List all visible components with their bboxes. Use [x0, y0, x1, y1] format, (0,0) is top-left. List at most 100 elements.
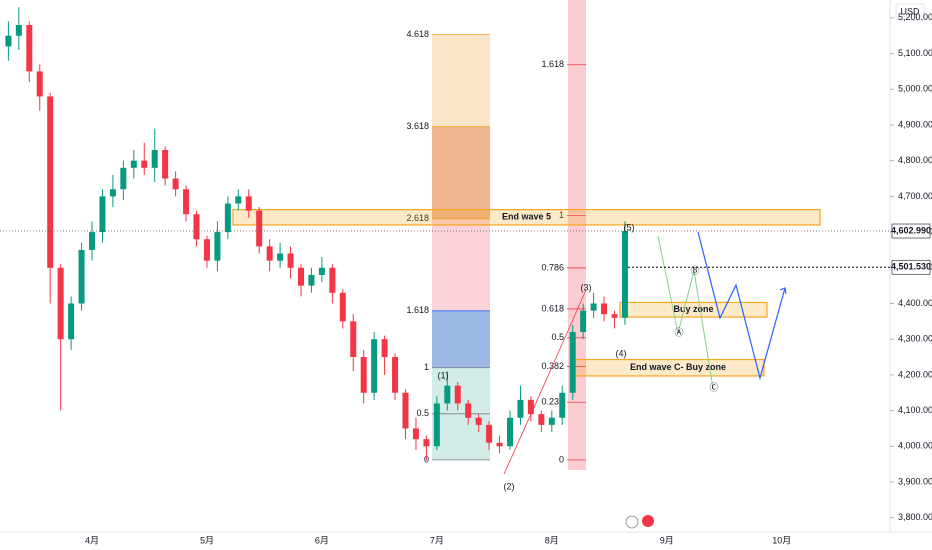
fib-band — [432, 367, 490, 414]
candle-body — [371, 339, 378, 393]
wave-label: Ⓐ — [674, 327, 683, 337]
candle-body — [392, 357, 399, 393]
fib-label: 0 — [559, 454, 564, 464]
fib-label: 4.618 — [406, 29, 429, 39]
wave-label: (2) — [504, 481, 515, 491]
zone-label: End wave 5 — [502, 212, 551, 222]
candle-body — [256, 210, 263, 247]
fib-label: 0.5 — [416, 408, 429, 418]
candle-body — [151, 149, 158, 168]
candle-body — [172, 178, 179, 190]
x-tick-label: 4月 — [85, 535, 99, 545]
y-tick-label: 4,300.000 — [898, 334, 932, 344]
candle-body — [68, 303, 75, 340]
y-tick-label: 4,100.000 — [898, 405, 932, 415]
fib-label: 2.618 — [406, 213, 429, 223]
candle-body — [569, 332, 576, 393]
candle-body — [89, 232, 95, 250]
fib-label: 0.236 — [541, 397, 564, 407]
y-tick-label: 5,100.000 — [898, 48, 932, 58]
candle-body — [57, 267, 64, 340]
candle-body — [433, 403, 440, 447]
y-tick-label: 5,200.000 — [898, 12, 932, 22]
candle-body — [454, 385, 461, 404]
price-tag — [891, 259, 931, 275]
candle-body — [99, 196, 106, 233]
candle-body — [402, 392, 409, 429]
candle-body — [475, 417, 482, 425]
candle-body — [559, 392, 566, 418]
candle-body — [235, 196, 242, 204]
candle-body — [78, 249, 85, 304]
currency-box — [895, 3, 925, 21]
candle-body — [162, 149, 169, 179]
zone — [619, 301, 768, 318]
x-tick-label: 9月 — [660, 535, 674, 545]
fib-label: 1.618 — [541, 59, 564, 69]
zone-label: End wave C- Buy zone — [630, 362, 726, 372]
event-icon[interactable] — [642, 515, 654, 527]
x-tick-label: 8月 — [545, 535, 559, 545]
candle-body — [486, 424, 493, 443]
projection — [503, 231, 787, 475]
candle-body — [517, 399, 524, 418]
candle-body — [109, 189, 116, 197]
candle-body — [183, 189, 190, 215]
fib-band — [432, 126, 490, 219]
candle-body — [621, 231, 628, 318]
y-tick-label: 3,800.000 — [898, 512, 932, 522]
fib-label: 0.786 — [541, 262, 564, 272]
zone-label: Buy zone — [673, 304, 713, 314]
x-tick-label: 6月 — [315, 535, 329, 545]
candle-body — [214, 232, 221, 261]
event-icon[interactable] — [625, 515, 639, 529]
candle-body — [47, 96, 54, 268]
candle-body — [580, 310, 587, 333]
wave-label: (3) — [581, 282, 592, 292]
price-tag — [891, 223, 931, 239]
currency: USD — [900, 6, 920, 16]
wave-line — [503, 289, 587, 475]
candle-body — [381, 339, 388, 358]
x-tick-label: 7月 — [430, 535, 444, 545]
wave-label: Ⓒ — [709, 382, 718, 392]
candle-body — [130, 160, 137, 168]
fib-band — [432, 310, 490, 368]
fib-label: 0.5 — [551, 332, 564, 342]
arrow-head — [779, 287, 787, 295]
wave-label: (1) — [438, 370, 449, 380]
wave-label: (5) — [624, 222, 635, 232]
projection-line — [657, 235, 714, 389]
candle-body — [193, 214, 200, 240]
price-label: 4,602.990 — [891, 225, 931, 235]
candle-body — [350, 321, 357, 358]
candle-body — [444, 385, 451, 404]
candle-body — [496, 442, 503, 447]
wave-label: Ⓑ — [690, 265, 699, 275]
candle-body — [308, 274, 315, 286]
fib-label: 0.618 — [541, 303, 564, 313]
y-tick-label: 4,000.000 — [898, 441, 932, 451]
candle-body — [329, 267, 336, 293]
y-tick-label: 4,900.000 — [898, 119, 932, 129]
y-tick-label: 3,900.000 — [898, 476, 932, 486]
candle-body — [15, 24, 22, 36]
candle-body — [224, 203, 231, 233]
candle-body — [339, 292, 346, 322]
candle-body — [590, 303, 597, 311]
candle-body — [548, 417, 555, 425]
candle-body — [318, 267, 325, 275]
candle-body — [298, 267, 304, 286]
candle-body — [277, 253, 284, 261]
candle-body — [36, 71, 43, 97]
fib-label: 3.618 — [406, 121, 429, 131]
y-tick-label: 4,700.000 — [898, 191, 932, 201]
candle-body — [266, 246, 273, 261]
candle-body — [26, 24, 33, 72]
candle-body — [360, 357, 367, 393]
y-tick-label: 4,200.000 — [898, 369, 932, 379]
candle-body — [527, 399, 534, 415]
candle-body — [245, 196, 252, 211]
